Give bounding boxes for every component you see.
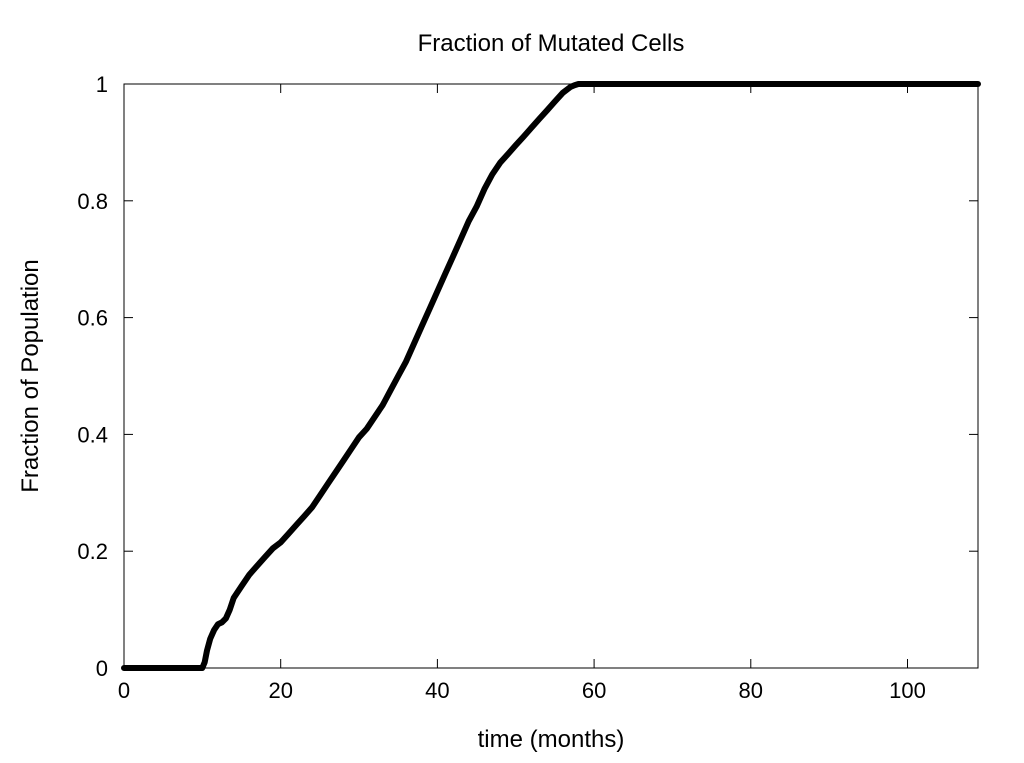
x-tick-label: 80 (739, 678, 763, 703)
series-layer (121, 81, 981, 671)
x-axis-label: time (months) (478, 726, 625, 753)
y-tick-label: 1 (96, 72, 108, 97)
y-tick-label: 0 (96, 656, 108, 681)
chart-title: Fraction of Mutated Cells (418, 30, 685, 57)
y-tick-label: 0.4 (77, 422, 108, 447)
x-tick-label: 60 (582, 678, 606, 703)
x-tick-label: 40 (425, 678, 449, 703)
plot-frame (123, 83, 979, 669)
y-tick-label: 0.2 (77, 539, 108, 564)
x-tick-label: 100 (889, 678, 926, 703)
series-line (121, 81, 981, 671)
x-tick-label: 0 (118, 678, 130, 703)
y-tick-label: 0.6 (77, 306, 108, 331)
x-tick-label: 20 (268, 678, 292, 703)
ticks-layer: 0 20 40 60 80 100 0 0.2 0.4 0.6 0.8 1 (77, 72, 978, 703)
y-tick-label: 0.8 (77, 189, 108, 214)
y-axis-label: Fraction of Population (17, 259, 44, 492)
